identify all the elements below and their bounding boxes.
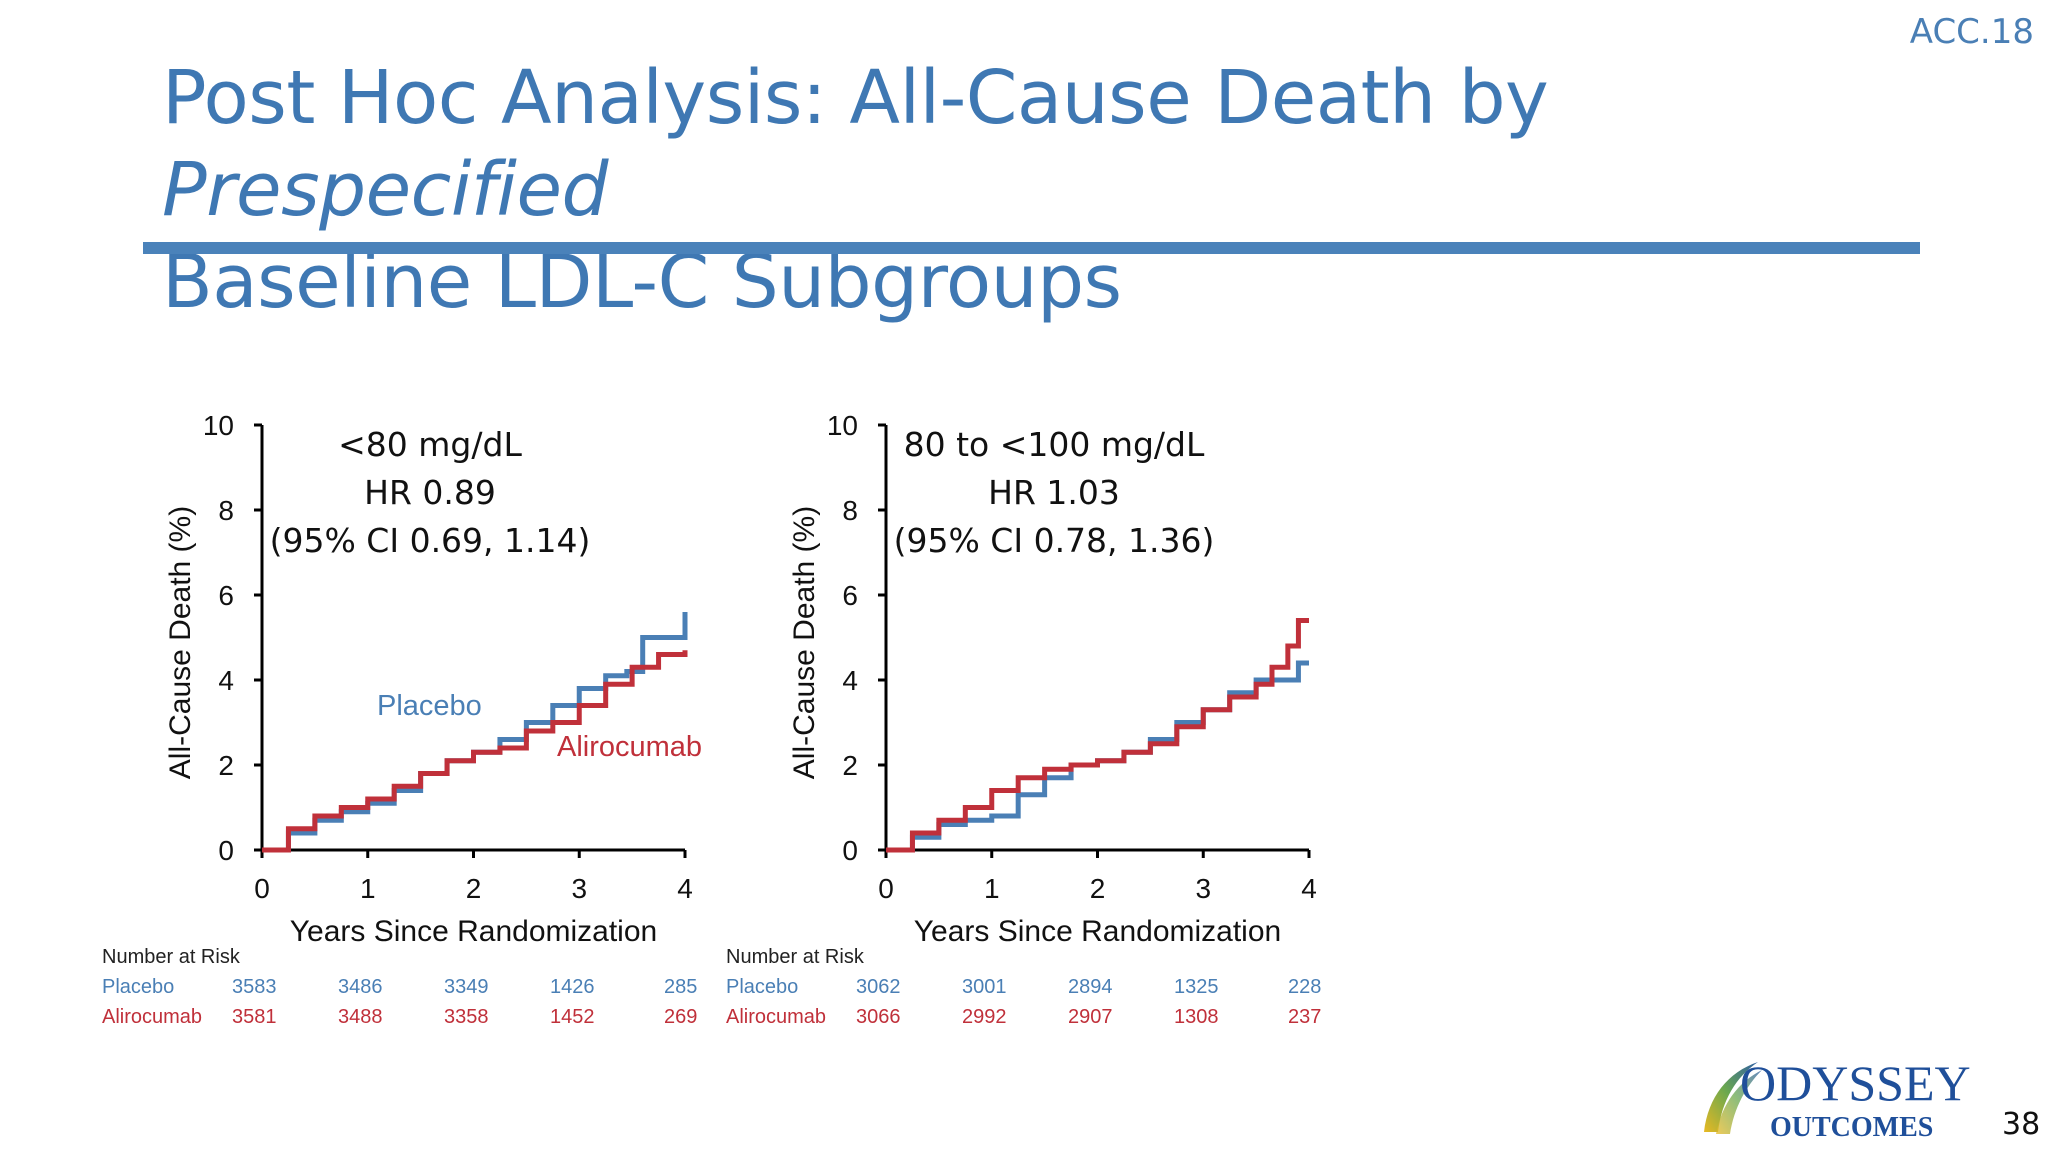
risk-value: 3358 bbox=[444, 1006, 489, 1028]
y-tick-label: 2 bbox=[218, 750, 234, 781]
subgroup-label: 80 to <100 mg/dL bbox=[904, 425, 1205, 464]
y-tick-label: 4 bbox=[842, 665, 858, 696]
y-tick-label: 10 bbox=[203, 410, 234, 441]
risk-value: 228 bbox=[1288, 976, 1322, 998]
risk-value: 1426 bbox=[550, 976, 595, 998]
risk-value: 2992 bbox=[962, 1006, 1007, 1028]
confidence-interval-label: (95% CI 0.78, 1.36) bbox=[894, 521, 1215, 560]
y-tick-label: 4 bbox=[218, 665, 234, 696]
y-tick-label: 6 bbox=[842, 580, 858, 611]
hazard-ratio-label: HR 0.89 bbox=[364, 473, 496, 512]
page-number: 38 bbox=[2002, 1107, 2041, 1142]
risk-value: 237 bbox=[1288, 1006, 1322, 1028]
title-part1: Post Hoc Analysis: All-Cause Death by bbox=[162, 55, 1549, 141]
x-tick-label: 3 bbox=[1195, 873, 1211, 904]
odyssey-outcomes-logo: ODYSSEY OUTCOMES bbox=[1704, 1055, 1971, 1142]
hazard-ratio-label: HR 1.03 bbox=[988, 473, 1120, 512]
subgroup-label: <80 mg/dL bbox=[338, 425, 522, 464]
confidence-interval-label: (95% CI 0.69, 1.14) bbox=[270, 521, 591, 560]
risk-value: 3001 bbox=[962, 976, 1007, 998]
risk-value: 1308 bbox=[1174, 1006, 1219, 1028]
x-axis-label: Years Since Randomization bbox=[290, 915, 657, 948]
conference-tag: ACC.18 bbox=[1909, 12, 2034, 52]
risk-table-left: Number at Risk Placebo Alirocumab 3583 3… bbox=[102, 946, 722, 1036]
risk-value: 3486 bbox=[338, 976, 383, 998]
risk-value: 3488 bbox=[338, 1006, 383, 1028]
x-tick-label: 0 bbox=[878, 873, 894, 904]
risk-header: Number at Risk bbox=[726, 946, 864, 968]
logo-line2: OUTCOMES bbox=[1770, 1112, 1933, 1142]
risk-value: 3583 bbox=[232, 976, 277, 998]
risk-alirocumab-label: Alirocumab bbox=[102, 1006, 203, 1028]
risk-value: 3066 bbox=[856, 1006, 901, 1028]
x-tick-label: 2 bbox=[1090, 873, 1106, 904]
risk-table-right: Number at Risk Placebo Alirocumab 3062 3… bbox=[726, 946, 1346, 1036]
y-tick-label: 2 bbox=[842, 750, 858, 781]
logo-line1: ODYSSEY bbox=[1740, 1055, 1971, 1111]
risk-placebo-label: Placebo bbox=[102, 976, 175, 998]
series-label-alirocumab: Alirocumab bbox=[557, 731, 702, 763]
y-tick-label: 0 bbox=[842, 835, 858, 866]
risk-placebo-label: Placebo bbox=[726, 976, 799, 998]
risk-value: 1325 bbox=[1174, 976, 1219, 998]
risk-value: 2894 bbox=[1068, 976, 1113, 998]
x-tick-label: 4 bbox=[1301, 873, 1317, 904]
x-tick-label: 1 bbox=[360, 873, 376, 904]
series-label-placebo: Placebo bbox=[377, 690, 482, 722]
risk-value: 3581 bbox=[232, 1006, 277, 1028]
y-tick-label: 8 bbox=[218, 495, 234, 526]
y-tick-label: 6 bbox=[218, 580, 234, 611]
x-axis-label: Years Since Randomization bbox=[914, 915, 1281, 948]
x-tick-label: 1 bbox=[984, 873, 1000, 904]
title-italic: Prespecified bbox=[162, 147, 609, 233]
risk-value: 1452 bbox=[550, 1006, 595, 1028]
series-line-alirocumab bbox=[262, 650, 688, 853]
risk-value: 285 bbox=[664, 976, 698, 998]
y-axis-label: All-Cause Death (%) bbox=[164, 506, 197, 779]
y-tick-label: 10 bbox=[827, 410, 858, 441]
y-tick-label: 8 bbox=[842, 495, 858, 526]
logo-swoosh-icon bbox=[1704, 1062, 1758, 1132]
risk-header: Number at Risk bbox=[102, 946, 240, 968]
risk-value: 3062 bbox=[856, 976, 901, 998]
x-tick-label: 3 bbox=[571, 873, 587, 904]
risk-value: 3349 bbox=[444, 976, 489, 998]
series-line-alirocumab bbox=[886, 618, 1309, 853]
x-tick-label: 0 bbox=[254, 873, 270, 904]
x-tick-label: 2 bbox=[466, 873, 482, 904]
y-tick-label: 0 bbox=[218, 835, 234, 866]
risk-alirocumab-label: Alirocumab bbox=[726, 1006, 827, 1028]
title-divider bbox=[143, 242, 1920, 254]
x-tick-label: 4 bbox=[677, 873, 693, 904]
risk-value: 2907 bbox=[1068, 1006, 1113, 1028]
risk-value: 269 bbox=[664, 1006, 698, 1028]
y-axis-label: All-Cause Death (%) bbox=[788, 506, 821, 779]
